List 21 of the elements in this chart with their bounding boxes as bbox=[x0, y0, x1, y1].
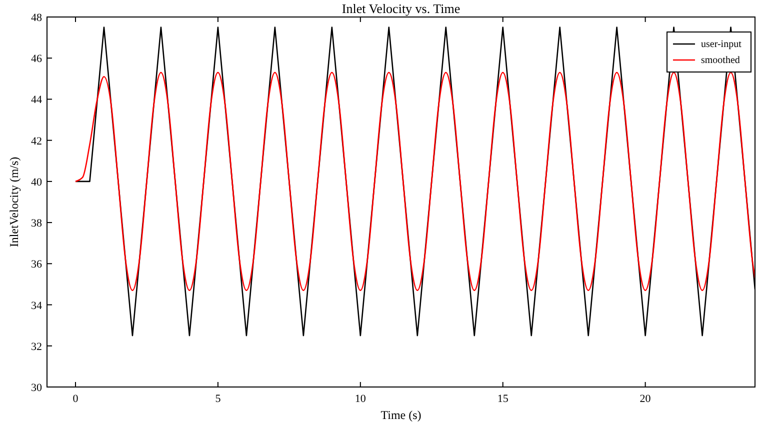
x-tick-label: 0 bbox=[72, 393, 79, 405]
y-axis-title: InletVelocity (m/s) bbox=[7, 156, 21, 248]
chart-title: Inlet Velocity vs. Time bbox=[342, 1, 460, 16]
x-tick-label: 5 bbox=[215, 393, 222, 405]
x-tick-label: 10 bbox=[354, 393, 366, 405]
x-axis-title: Time (s) bbox=[380, 408, 422, 422]
y-tick-label: 46 bbox=[31, 53, 42, 66]
y-tick-label: 40 bbox=[31, 176, 42, 188]
y-tick-label: 30 bbox=[31, 382, 42, 394]
x-tick-label: 20 bbox=[640, 393, 652, 405]
legend-label: user-input bbox=[701, 39, 742, 50]
y-tick-label: 44 bbox=[31, 94, 42, 106]
y-tick-label: 36 bbox=[31, 258, 42, 271]
x-tick-label: 15 bbox=[497, 393, 509, 405]
y-tick-label: 32 bbox=[31, 340, 42, 353]
y-tick-label: 42 bbox=[31, 135, 42, 148]
y-tick-label: 38 bbox=[31, 218, 42, 230]
line-series bbox=[74, 72, 755, 292]
y-tick-label: 34 bbox=[31, 300, 42, 312]
y-tick-label: 48 bbox=[31, 12, 42, 24]
legend-label: smoothed bbox=[701, 55, 740, 66]
